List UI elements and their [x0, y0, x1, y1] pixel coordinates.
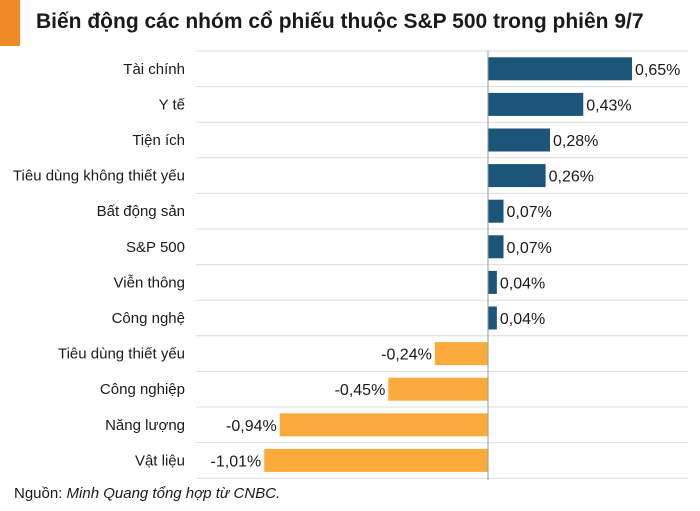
data-label: -1,01% [211, 453, 262, 470]
category-label: S&P 500 [126, 239, 185, 256]
bar [488, 270, 497, 294]
category-label: Tiêu dùng không thiết yếu [13, 168, 185, 185]
category-label: Tiện ích [132, 132, 185, 149]
bar [434, 342, 488, 366]
bar [264, 448, 488, 472]
data-label: 0,65% [635, 62, 680, 79]
category-label: Viễn thông [114, 274, 185, 291]
data-label: -0,24% [381, 347, 432, 364]
bar [279, 413, 488, 437]
data-label: 0,28% [553, 133, 598, 150]
bar [388, 377, 488, 401]
category-label: Y tế [159, 96, 186, 113]
data-label: 0,07% [507, 204, 552, 221]
data-label: -0,45% [335, 382, 386, 399]
data-label: 0,26% [549, 169, 594, 186]
category-label: Năng lượng [105, 417, 185, 434]
accent-bar [0, 0, 20, 46]
bar [488, 235, 504, 259]
category-label: Công nghệ [112, 310, 185, 327]
category-label: Bất động sản [97, 203, 185, 220]
category-label: Công nghiệp [100, 381, 185, 398]
bar [488, 92, 584, 116]
data-label: 0,43% [586, 97, 631, 114]
data-label: 0,04% [500, 311, 545, 328]
source-text: Minh Quang tổng hợp từ CNBC. [66, 485, 281, 502]
bar-chart: Tài chính 0,65% Y tế 0,43% Tiện ích 0,28% Tiêu… [13, 50, 688, 480]
category-label: Tài chính [123, 61, 185, 78]
bar [488, 164, 546, 188]
chart-title: Biến động các nhóm cổ phiếu thuộc S&P 50… [36, 10, 644, 33]
bar [488, 128, 551, 152]
bar [488, 57, 632, 81]
category-label: Vật liệu [135, 452, 185, 469]
data-label: 0,07% [507, 240, 552, 257]
data-label: 0,04% [500, 275, 545, 292]
source-prefix: Nguồn: [14, 485, 67, 502]
bar [488, 306, 497, 330]
data-label: -0,94% [226, 418, 277, 435]
bar [488, 199, 504, 223]
source-note: Nguồn: Minh Quang tổng hợp từ CNBC. [14, 485, 280, 502]
category-label: Tiêu dùng thiết yếu [58, 346, 185, 363]
